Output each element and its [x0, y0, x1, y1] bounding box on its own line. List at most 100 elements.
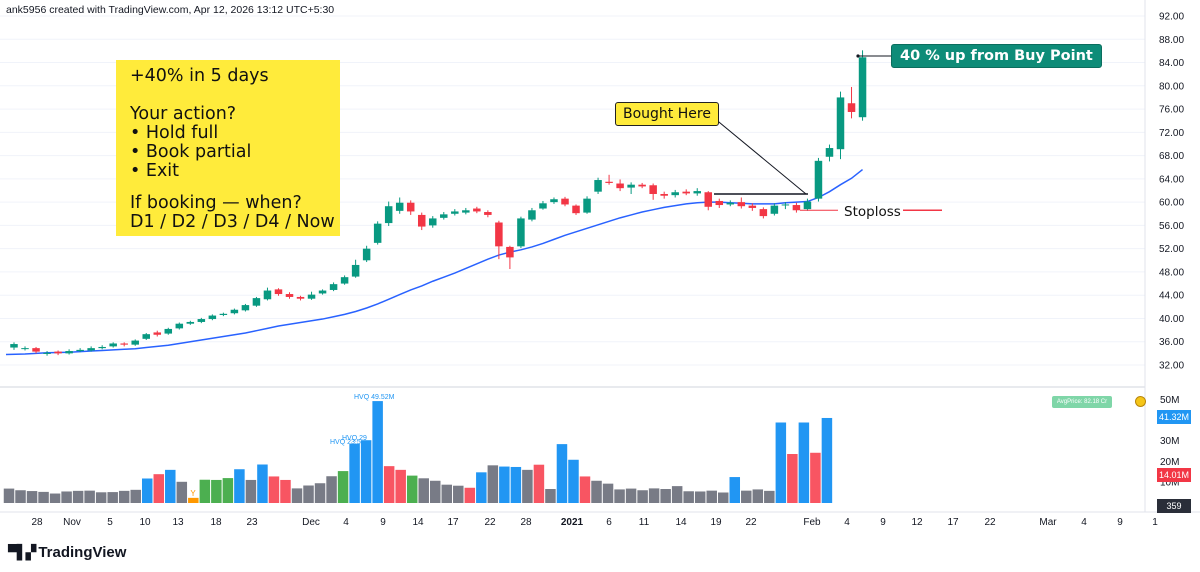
candle-body	[737, 202, 746, 207]
volume-bar	[602, 483, 614, 503]
candle-body	[131, 340, 139, 345]
bought-leader-line	[707, 112, 807, 195]
candle-body	[594, 180, 602, 192]
volume-bar	[130, 489, 141, 503]
volume-bar	[349, 443, 360, 503]
candle-body	[274, 289, 283, 295]
time-tick-label: 9	[880, 517, 886, 528]
volume-bar	[153, 474, 165, 503]
volume-bar	[453, 485, 464, 503]
candle-body	[440, 214, 448, 218]
candle-body	[682, 191, 690, 194]
volume-bar	[648, 488, 660, 503]
candle-body	[770, 205, 779, 214]
price-tick-label: 68.00	[1159, 151, 1184, 162]
volume-bar	[717, 492, 729, 503]
time-tick-label: 5	[107, 517, 113, 528]
chart-header: ank5956 created with TradingView.com, Ap…	[6, 4, 335, 16]
volume-bar	[141, 478, 153, 503]
price-tick-label: 44.00	[1159, 291, 1184, 302]
volume-bar	[188, 497, 199, 503]
candle-body	[583, 198, 591, 213]
candle-body	[451, 211, 459, 214]
candle-body	[87, 348, 95, 351]
volume-bar	[487, 465, 499, 503]
time-tick-layer: 28 Nov 5 10 13 18 23 Dec 4 9 14 17 22 28 2021 6 11 14 19 22…	[31, 517, 1158, 528]
time-tick-label: 11	[639, 517, 650, 528]
candle-body	[362, 248, 371, 261]
candle-body	[329, 284, 338, 290]
time-tick-label: 1	[1152, 517, 1158, 528]
volume-bar	[72, 490, 84, 503]
volume-tick-label: 50M	[1160, 395, 1179, 406]
volume-bar	[545, 489, 556, 503]
candle-body	[164, 328, 173, 334]
candle-body	[704, 192, 713, 207]
price-tick-label: 64.00	[1159, 174, 1184, 185]
volume-bar	[499, 466, 510, 503]
time-tick-label: 14	[412, 517, 424, 528]
candle-body	[21, 348, 29, 350]
time-tick-label: 22	[484, 517, 496, 528]
candle-body	[484, 212, 492, 215]
volume-bar	[268, 476, 280, 503]
volume-bar	[775, 422, 787, 503]
candle-body	[307, 294, 316, 299]
price-tick-label: 76.00	[1159, 105, 1184, 116]
candle-body	[462, 210, 470, 213]
volume-layer: Y	[3, 401, 833, 503]
time-tick-label: 19	[710, 517, 722, 528]
question-note-box: +40% in 5 days Your action? • Hold full …	[116, 60, 340, 236]
volume-bar	[360, 440, 372, 503]
volume-bar	[303, 485, 314, 503]
volume-tick-label: 20M	[1160, 457, 1179, 468]
volume-bar	[234, 469, 245, 503]
candle-body	[759, 209, 768, 217]
volume-bar	[199, 479, 211, 503]
price-tick-layer: 32.00 36.00 40.00 44.00 48.00 52.00 56.00 60.00…	[1159, 12, 1184, 372]
candle-layer	[10, 50, 867, 356]
volume-bar	[429, 480, 441, 503]
volume-bar	[280, 479, 291, 503]
volume-bar	[118, 490, 130, 503]
candle-body	[296, 296, 305, 299]
volume-bar	[476, 472, 487, 503]
note-line: • Hold full	[130, 123, 219, 143]
candle-body	[175, 323, 184, 329]
annotation-layer	[707, 54, 942, 212]
candle-body	[649, 185, 657, 194]
smiley-icon[interactable]	[1135, 396, 1146, 407]
time-tick-label: 28	[520, 517, 532, 528]
price-tick-label: 32.00	[1159, 361, 1184, 372]
volume-bar	[798, 422, 810, 503]
volume-bar	[614, 489, 625, 503]
volume-bar	[591, 480, 602, 503]
candle-body	[208, 315, 217, 320]
volume-bar	[245, 479, 257, 503]
tradingview-logo[interactable]: ▀▌▞ TradingView	[8, 544, 127, 561]
time-tick-label: Nov	[63, 517, 81, 528]
price-tick-label: 36.00	[1159, 337, 1184, 348]
time-tick-label: 18	[210, 517, 222, 528]
time-tick-label: Mar	[1039, 517, 1057, 528]
volume-bar	[395, 469, 406, 503]
candle-body	[32, 348, 40, 352]
price-tick-label: 84.00	[1159, 58, 1184, 69]
candle-body	[65, 351, 73, 354]
candle-body	[847, 103, 856, 112]
candle-body	[186, 321, 195, 324]
candle-body	[858, 57, 867, 118]
candle-body	[340, 277, 349, 284]
time-tick-label: 4	[844, 517, 850, 528]
volume-bar	[660, 489, 671, 503]
candle-body	[230, 309, 239, 314]
volume-bar	[84, 490, 95, 503]
time-tick-label: 12	[911, 517, 923, 528]
candle-body	[814, 160, 823, 199]
volume-bar	[764, 490, 775, 503]
note-line: +40% in 5 days	[130, 66, 269, 86]
candle-body	[671, 192, 679, 196]
volume-tick-label: 10M	[1160, 477, 1179, 488]
volume-bar	[787, 454, 798, 503]
candle-body	[318, 290, 327, 294]
